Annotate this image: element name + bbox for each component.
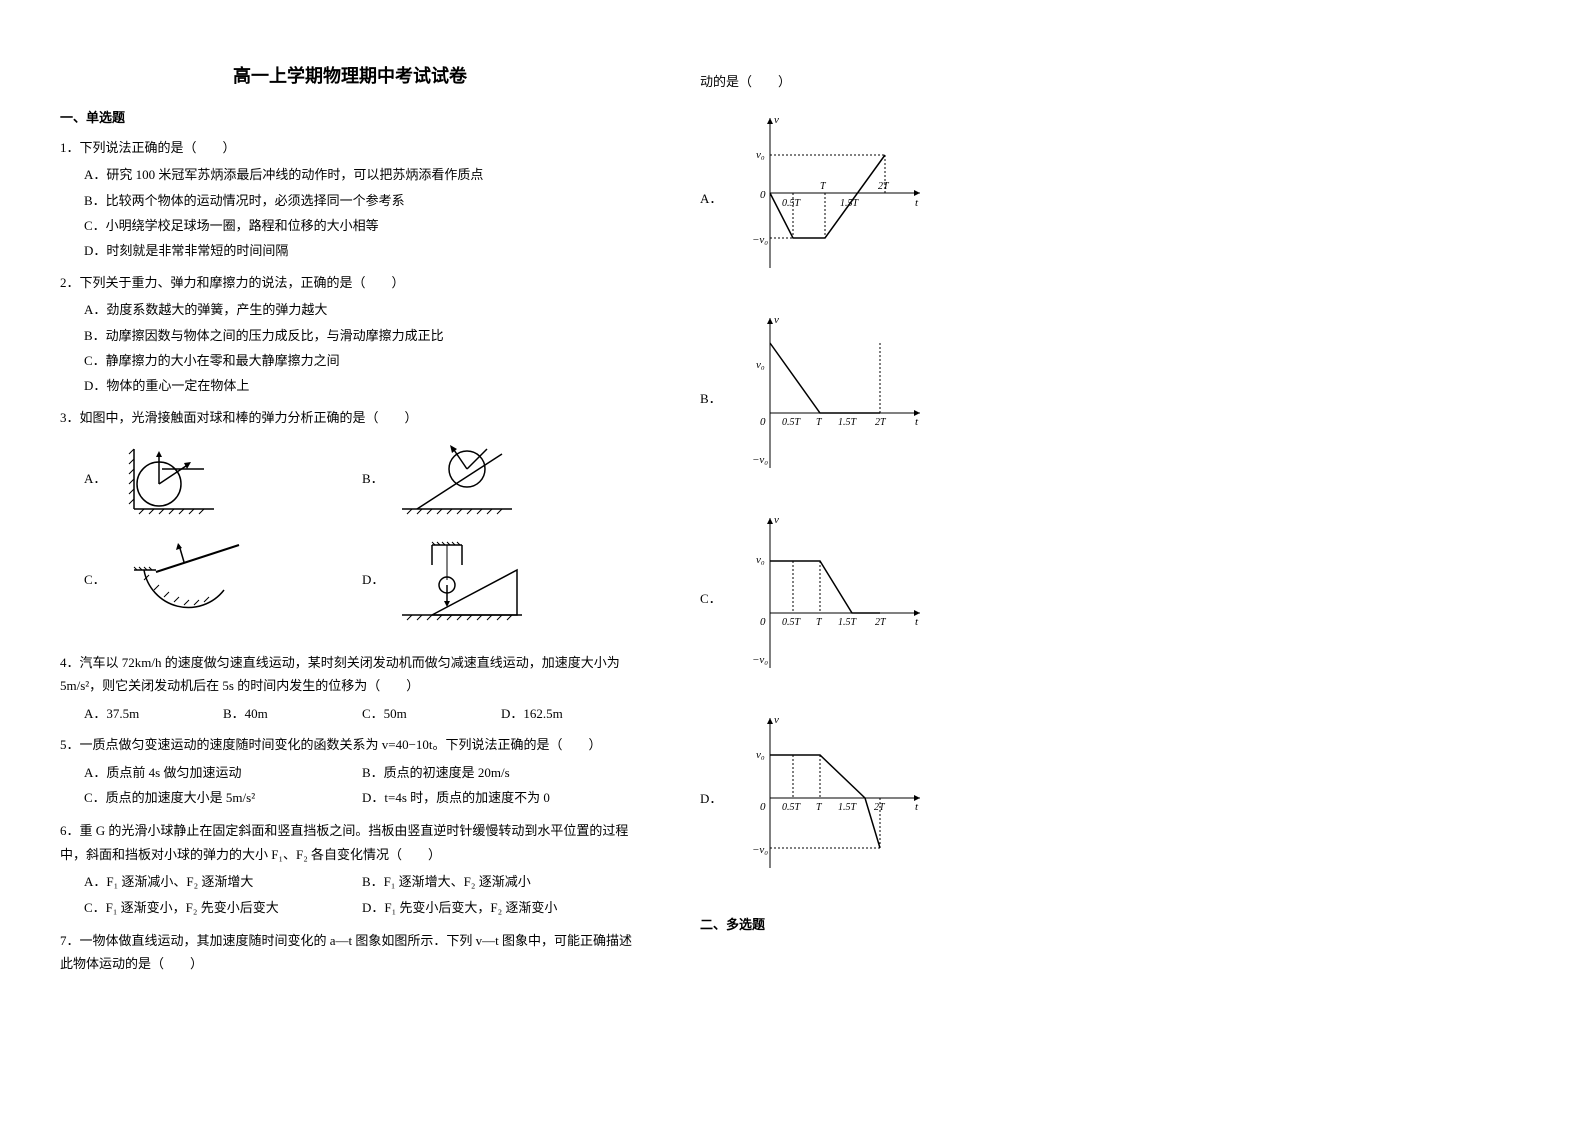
svg-text:T: T — [816, 802, 823, 813]
q5-choice-a: A．质点前 4s 做匀加速运动 — [84, 761, 362, 784]
q2-text: 2．下列关于重力、弹力和摩擦力的说法，正确的是（ ） — [60, 271, 640, 294]
svg-text:1.5T: 1.5T — [838, 617, 858, 628]
svg-text:T: T — [816, 417, 823, 428]
svg-text:1.5T: 1.5T — [838, 417, 858, 428]
q6-choice-b: B．F₁ 逐渐增大、F₂ 逐渐减小 — [362, 870, 640, 893]
svg-text:−v₀: −v₀ — [752, 654, 768, 666]
q4-choice-b: B．40m — [223, 702, 362, 725]
question-5: 5．一质点做匀变速运动的速度随时间变化的函数关系为 v=40−10t。下列说法正… — [60, 733, 640, 811]
svg-text:0.5T: 0.5T — [782, 617, 802, 628]
question-4: 4．汽车以 72km/h 的速度做匀速直线运动，某时刻关闭发动机而做匀减速直线运… — [60, 651, 640, 725]
q6-text: 6．重 G 的光滑小球静止在固定斜面和竖直挡板之间。挡板由竖直逆时针缓慢转动到水… — [60, 819, 640, 866]
q3-diagram-c — [114, 540, 254, 620]
q3-choice-c-label: C． — [84, 568, 114, 591]
svg-text:2T: 2T — [875, 417, 887, 428]
q5-choice-d: D．t=4s 时，质点的加速度不为 0 — [362, 786, 640, 809]
svg-text:v: v — [774, 714, 779, 726]
page-title: 高一上学期物理期中考试试卷 — [60, 60, 640, 92]
q5-choice-b: B．质点的初速度是 20m/s — [362, 761, 640, 784]
svg-text:t: t — [915, 197, 919, 209]
q2-choice-c: C．静摩擦力的大小在零和最大静摩擦力之间 — [84, 349, 640, 372]
svg-text:t: t — [915, 801, 919, 813]
q6-choice-a: A．F₁ 逐渐减小、F₂ 逐渐增大 — [84, 870, 362, 893]
q6-choice-d: D．F₁ 先变小后变大，F₂ 逐渐变小 — [362, 896, 640, 919]
q4-choice-c: C．50m — [362, 702, 501, 725]
svg-text:−v₀: −v₀ — [752, 844, 768, 856]
q7-graph-c: 0 t v v₀ −v₀ 0.5T T 1.5T 2T — [730, 513, 930, 683]
svg-text:T: T — [820, 181, 827, 192]
svg-text:v: v — [774, 114, 779, 126]
svg-text:0.5T: 0.5T — [782, 802, 802, 813]
q7-continuation: 动的是（ ） — [700, 70, 1150, 93]
svg-text:v: v — [774, 314, 779, 326]
q4-text: 4．汽车以 72km/h 的速度做匀速直线运动，某时刻关闭发动机而做匀减速直线运… — [60, 651, 640, 698]
svg-text:0: 0 — [760, 801, 766, 813]
svg-text:2T: 2T — [875, 617, 887, 628]
svg-text:0.5T: 0.5T — [782, 198, 802, 209]
q7-choice-b-label: B． — [700, 387, 730, 410]
q7-graph-b: 0 t v v₀ −v₀ 0.5T T 1.5T 2T — [730, 313, 930, 483]
q7-choice-c-label: C． — [700, 587, 730, 610]
q1-choice-a: A．研究 100 米冠军苏炳添最后冲线的动作时，可以把苏炳添看作质点 — [84, 163, 640, 186]
q7-graph-d: 0 t v v₀ −v₀ 0.5T T 1.5T 2T — [730, 713, 930, 883]
q7-text: 7．一物体做直线运动，其加速度随时间变化的 a—t 图象如图所示．下列 v—t … — [60, 929, 640, 976]
svg-text:−v₀: −v₀ — [752, 454, 768, 466]
q3-diagram-d — [392, 535, 532, 625]
svg-text:v₀: v₀ — [756, 359, 765, 371]
svg-text:2T: 2T — [878, 181, 890, 192]
q1-choice-b: B．比较两个物体的运动情况时，必须选择同一个参考系 — [84, 189, 640, 212]
svg-text:0: 0 — [760, 416, 766, 428]
svg-text:−v₀: −v₀ — [752, 234, 768, 246]
q7-graph-a: 0 t v v₀ −v₀ 0.5T T 1.5T 2T — [730, 113, 930, 283]
q3-choice-a-label: A． — [84, 467, 114, 490]
svg-text:0.5T: 0.5T — [782, 417, 802, 428]
svg-text:T: T — [816, 617, 823, 628]
section-1-heading: 一、单选题 — [60, 106, 640, 129]
q5-text: 5．一质点做匀变速运动的速度随时间变化的函数关系为 v=40−10t。下列说法正… — [60, 733, 640, 756]
svg-text:t: t — [915, 416, 919, 428]
q1-choice-d: D．时刻就是非常非常短的时间间隔 — [84, 239, 640, 262]
svg-text:1.5T: 1.5T — [838, 802, 858, 813]
q6-choice-c: C．F₁ 逐渐变小，F₂ 先变小后变大 — [84, 896, 362, 919]
svg-text:v₀: v₀ — [756, 554, 765, 566]
q3-text: 3．如图中，光滑接触面对球和棒的弹力分析正确的是（ ） — [60, 406, 640, 429]
q3-diagram-b — [392, 439, 522, 519]
q7-choice-d-label: D． — [700, 787, 730, 810]
q2-choice-a: A．劲度系数越大的弹簧，产生的弹力越大 — [84, 298, 640, 321]
question-6: 6．重 G 的光滑小球静止在固定斜面和竖直挡板之间。挡板由竖直逆时针缓慢转动到水… — [60, 819, 640, 921]
svg-text:0: 0 — [760, 616, 766, 628]
question-7: 7．一物体做直线运动，其加速度随时间变化的 a—t 图象如图所示．下列 v—t … — [60, 929, 640, 976]
svg-text:v: v — [774, 514, 779, 526]
q3-diagram-a — [114, 439, 224, 519]
svg-text:v₀: v₀ — [756, 149, 765, 161]
svg-text:v₀: v₀ — [756, 749, 765, 761]
svg-text:t: t — [915, 616, 919, 628]
question-2: 2．下列关于重力、弹力和摩擦力的说法，正确的是（ ） A．劲度系数越大的弹簧，产… — [60, 271, 640, 398]
question-1: 1．下列说法正确的是（ ） A．研究 100 米冠军苏炳添最后冲线的动作时，可以… — [60, 136, 640, 263]
question-3: 3．如图中，光滑接触面对球和棒的弹力分析正确的是（ ） A． — [60, 406, 640, 641]
q7-choice-a-label: A． — [700, 187, 730, 210]
q3-choice-b-label: B． — [362, 467, 392, 490]
q4-choice-a: A．37.5m — [84, 702, 223, 725]
q4-choice-d: D．162.5m — [501, 702, 640, 725]
q2-choice-b: B．动摩擦因数与物体之间的压力成反比，与滑动摩擦力成正比 — [84, 324, 640, 347]
svg-text:0: 0 — [760, 189, 766, 201]
q3-choice-d-label: D． — [362, 568, 392, 591]
section-2-heading: 二、多选题 — [700, 913, 1150, 936]
q1-text: 1．下列说法正确的是（ ） — [60, 136, 640, 159]
q2-choice-d: D．物体的重心一定在物体上 — [84, 374, 640, 397]
q5-choice-c: C．质点的加速度大小是 5m/s² — [84, 786, 362, 809]
q1-choice-c: C．小明绕学校足球场一圈，路程和位移的大小相等 — [84, 214, 640, 237]
